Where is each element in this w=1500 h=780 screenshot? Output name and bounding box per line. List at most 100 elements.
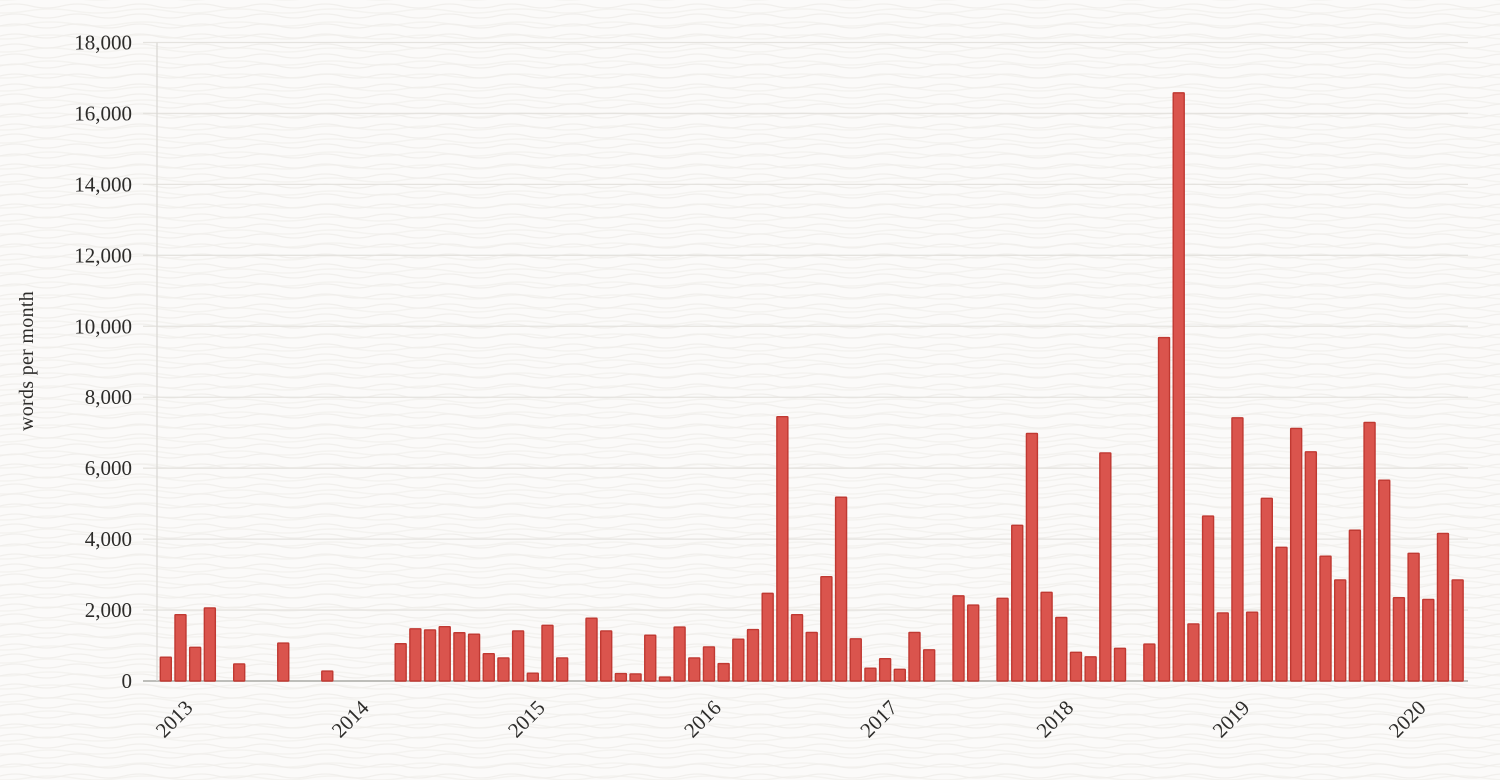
y-axis-title: words per month [16, 291, 38, 431]
bar-2018-01 [1069, 651, 1083, 682]
bar-2017-06 [967, 604, 980, 682]
gridlines [143, 41, 1468, 682]
bar-2014-05 [423, 629, 437, 682]
bar-2019-07 [1333, 579, 1347, 682]
bar-2013-04 [232, 663, 246, 682]
bar-2014-06 [438, 626, 451, 682]
bar-2013-01 [188, 646, 202, 682]
bar-2017-01 [893, 668, 906, 682]
bar-2013-10 [321, 670, 334, 682]
y-tick-label: 16,000 [74, 101, 132, 125]
bar-2020-01 [1422, 598, 1435, 682]
x-tick-label-2016: 2016 [679, 696, 726, 743]
bar-2016-05 [776, 416, 789, 682]
bar-2017-12 [1055, 616, 1068, 682]
bar-2019-01 [1245, 611, 1259, 682]
bar-2016-10 [849, 638, 862, 682]
y-tick-label: 14,000 [74, 172, 132, 196]
x-tick-label-2019: 2019 [1208, 696, 1255, 743]
bar-2017-09 [1011, 524, 1024, 682]
bar-2018-04 [1113, 647, 1127, 682]
bar-2015-12 [702, 646, 716, 682]
bar-2012-11 [159, 656, 173, 682]
y-tick-label: 2,000 [85, 598, 132, 622]
bar-2014-12 [526, 672, 539, 682]
bar-2020-03 [1451, 579, 1464, 682]
bar-2015-01 [541, 624, 554, 682]
bar-2019-09 [1363, 421, 1376, 682]
x-tick-label-2020: 2020 [1384, 696, 1431, 743]
bar-2017-08 [996, 597, 1009, 682]
x-tick-label-2018: 2018 [1032, 696, 1079, 743]
y-tick-label: 8,000 [85, 385, 132, 409]
bar-2018-09 [1187, 623, 1200, 682]
bar-2014-10 [497, 657, 510, 682]
bar-2017-02 [908, 631, 921, 682]
bar-2014-11 [511, 630, 525, 682]
bar-2016-02 [732, 638, 745, 682]
bar-2014-09 [482, 652, 495, 682]
y-tick-label: 18,000 [74, 31, 132, 55]
bar-2016-01 [717, 662, 730, 682]
bar-2019-02 [1260, 497, 1274, 682]
bar-2019-04 [1289, 427, 1303, 682]
bar-2020-02 [1436, 532, 1450, 682]
bar-2018-12 [1231, 417, 1244, 682]
bar-2018-10 [1201, 515, 1215, 682]
x-tick-label-2017: 2017 [855, 696, 902, 743]
bar-2015-06 [614, 672, 628, 682]
bar-2015-11 [688, 657, 701, 682]
bar-2017-11 [1040, 591, 1053, 682]
bar-2016-09 [834, 496, 848, 682]
bar-2016-12 [878, 657, 892, 682]
bar-2018-07 [1157, 336, 1171, 682]
bar-2013-02 [203, 607, 217, 682]
bar-2018-06 [1143, 643, 1156, 682]
bar-2015-09 [658, 676, 672, 682]
bar-2012-12 [174, 613, 187, 682]
x-tick-label-2013: 2013 [151, 696, 198, 743]
bar-2016-04 [761, 592, 774, 682]
bar-2019-03 [1275, 546, 1288, 682]
bar-2019-08 [1348, 529, 1362, 682]
bar-2013-07 [277, 642, 290, 682]
bar-2016-08 [820, 576, 833, 682]
y-tick-label: 10,000 [74, 314, 132, 338]
y-tick-label: 6,000 [85, 456, 132, 480]
bar-2016-06 [790, 613, 804, 682]
y-tick-label: 4,000 [85, 527, 132, 551]
bar-2019-11 [1392, 596, 1406, 682]
bar-2015-04 [585, 617, 598, 682]
bar-2018-03 [1099, 452, 1112, 682]
bar-2014-04 [409, 628, 422, 682]
bar-2015-10 [673, 626, 686, 682]
x-tick-label-2014: 2014 [327, 695, 374, 742]
bar-2019-12 [1407, 552, 1420, 682]
bar-2018-02 [1084, 656, 1097, 682]
bar-2017-03 [922, 649, 936, 682]
bar-2019-10 [1378, 479, 1391, 682]
bar-2017-05 [952, 595, 965, 682]
bar-2019-06 [1319, 555, 1332, 682]
bar-2016-03 [746, 628, 760, 682]
bar-2015-07 [629, 673, 642, 682]
y-tick-label: 0 [122, 669, 133, 693]
bar-2018-11 [1216, 612, 1229, 682]
bar-2016-07 [805, 631, 818, 682]
x-tick-label-2015: 2015 [503, 696, 550, 743]
y-tick-label: 12,000 [74, 243, 132, 267]
bars [159, 92, 1464, 682]
bar-2015-08 [644, 634, 657, 682]
bar-2014-08 [467, 633, 481, 682]
bar-2016-11 [864, 667, 877, 682]
bar-2019-05 [1304, 451, 1318, 682]
bar-2015-05 [600, 630, 613, 682]
bar-2014-07 [453, 632, 466, 682]
bar-2017-10 [1025, 432, 1039, 682]
bar-2015-02 [555, 657, 569, 682]
bar-2014-03 [394, 643, 407, 682]
bar-2018-08 [1172, 92, 1185, 682]
